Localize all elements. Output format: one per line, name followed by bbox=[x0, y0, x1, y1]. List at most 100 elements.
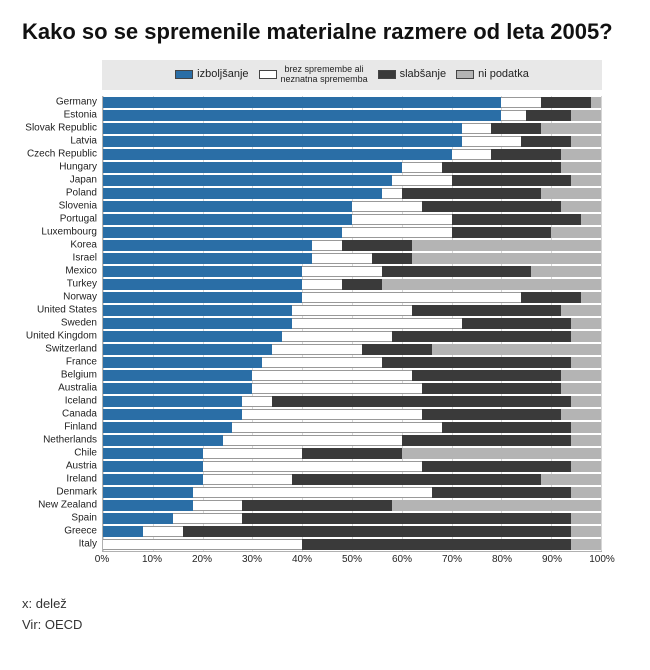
bar-segment-nodata bbox=[571, 526, 601, 537]
bar-row: Mexico bbox=[103, 265, 601, 278]
bar-segment-improve bbox=[103, 526, 143, 537]
bar-row-label: Germany bbox=[56, 97, 97, 108]
bar-segment-worsen bbox=[422, 461, 571, 472]
bar-segment-nochange bbox=[392, 175, 452, 186]
bar-segment-nodata bbox=[412, 240, 601, 251]
bar-row: New Zealand bbox=[103, 499, 601, 512]
bar-segment-nochange bbox=[223, 435, 402, 446]
bar-segment-improve bbox=[103, 279, 302, 290]
bar-row: Israel bbox=[103, 252, 601, 265]
bar-segment-nodata bbox=[561, 409, 601, 420]
bar-segment-nochange bbox=[402, 162, 442, 173]
bar-segment-improve bbox=[103, 474, 203, 485]
bar-segment-nochange bbox=[203, 461, 422, 472]
bar-segment-improve bbox=[103, 422, 232, 433]
legend-swatch bbox=[175, 70, 193, 79]
source-label: Vir: OECD bbox=[22, 617, 628, 632]
bar-segment-improve bbox=[103, 123, 462, 134]
bar-row-label: Estonia bbox=[64, 110, 97, 121]
bar-row: Australia bbox=[103, 382, 601, 395]
bar-segment-worsen bbox=[372, 253, 412, 264]
chart-area: izboljšanjebrez spremembe alineznatna sp… bbox=[102, 60, 602, 566]
bar-row: Germany bbox=[103, 96, 601, 109]
bar-segment-nodata bbox=[571, 435, 601, 446]
bar-segment-nochange bbox=[203, 474, 293, 485]
bar-segment-nodata bbox=[541, 188, 601, 199]
bar-segment-nodata bbox=[571, 357, 601, 368]
bar-row-label: Finland bbox=[64, 422, 97, 433]
bar-row: Iceland bbox=[103, 395, 601, 408]
bar-segment-improve bbox=[103, 201, 352, 212]
bar-row: Austria bbox=[103, 460, 601, 473]
bar-segment-improve bbox=[103, 305, 292, 316]
x-tick: 50% bbox=[342, 554, 362, 565]
bar-segment-nochange bbox=[203, 448, 303, 459]
bar-segment-nodata bbox=[571, 175, 601, 186]
bar-row-label: Hungary bbox=[59, 162, 97, 173]
bar-row-label: United States bbox=[37, 305, 97, 316]
bar-segment-improve bbox=[103, 331, 282, 342]
bar-segment-improve bbox=[103, 500, 193, 511]
bar-row-label: Netherlands bbox=[43, 435, 97, 446]
bar-row: Slovenia bbox=[103, 200, 601, 213]
bar-segment-improve bbox=[103, 513, 173, 524]
bar-segment-worsen bbox=[452, 175, 572, 186]
bar-row-label: Chile bbox=[74, 448, 97, 459]
bar-segment-nodata bbox=[541, 474, 601, 485]
bar-segment-worsen bbox=[342, 279, 382, 290]
bar-row: Denmark bbox=[103, 486, 601, 499]
bar-segment-nochange bbox=[292, 318, 461, 329]
bar-row-label: Australia bbox=[58, 383, 97, 394]
x-tick: 70% bbox=[442, 554, 462, 565]
x-tick: 80% bbox=[492, 554, 512, 565]
bar-segment-worsen bbox=[302, 539, 571, 550]
bar-segment-nodata bbox=[551, 227, 601, 238]
bar-row-label: Austria bbox=[66, 461, 97, 472]
bar-segment-worsen bbox=[292, 474, 541, 485]
bar-segment-nochange bbox=[193, 500, 243, 511]
bar-segment-nodata bbox=[561, 201, 601, 212]
bar-segment-nodata bbox=[571, 331, 601, 342]
bar-segment-improve bbox=[103, 435, 223, 446]
bar-segment-worsen bbox=[402, 188, 541, 199]
bar-segment-improve bbox=[103, 175, 392, 186]
bar-segment-worsen bbox=[491, 149, 561, 160]
bar-segment-improve bbox=[103, 370, 252, 381]
bar-row: Norway bbox=[103, 291, 601, 304]
bar-segment-worsen bbox=[242, 500, 391, 511]
bar-segment-nodata bbox=[591, 97, 601, 108]
bar-segment-improve bbox=[103, 357, 262, 368]
bar-segment-worsen bbox=[541, 97, 591, 108]
bar-segment-nodata bbox=[571, 487, 601, 498]
bar-row: Estonia bbox=[103, 109, 601, 122]
bar-row: Netherlands bbox=[103, 434, 601, 447]
bar-row-label: Norway bbox=[63, 292, 97, 303]
bar-segment-nodata bbox=[402, 448, 601, 459]
bar-segment-worsen bbox=[422, 409, 561, 420]
bar-segment-improve bbox=[103, 266, 302, 277]
bar-row: Ireland bbox=[103, 473, 601, 486]
bar-segment-nodata bbox=[571, 539, 601, 550]
bar-row: Greece bbox=[103, 525, 601, 538]
chart-footer: x: delež Vir: OECD bbox=[22, 596, 628, 632]
bar-segment-worsen bbox=[183, 526, 571, 537]
bar-segment-worsen bbox=[302, 448, 402, 459]
bar-segment-nodata bbox=[571, 110, 601, 121]
bar-segment-improve bbox=[103, 97, 501, 108]
bar-segment-nodata bbox=[432, 344, 601, 355]
bar-segment-worsen bbox=[462, 318, 572, 329]
bar-row-label: Czech Republic bbox=[27, 149, 97, 160]
bar-segment-nochange bbox=[302, 266, 382, 277]
chart-title: Kako so se spremenile materialne razmere… bbox=[22, 18, 628, 46]
legend-item-nochange: brez spremembe alineznatna sprememba bbox=[259, 65, 368, 84]
bar-row-label: Slovak Republic bbox=[25, 123, 97, 134]
x-tick: 60% bbox=[392, 554, 412, 565]
bar-segment-nodata bbox=[571, 318, 601, 329]
bar-segment-nochange bbox=[501, 97, 541, 108]
bar-row: Chile bbox=[103, 447, 601, 460]
legend-swatch bbox=[378, 70, 396, 79]
bar-segment-improve bbox=[103, 110, 501, 121]
bar-segment-nodata bbox=[531, 266, 601, 277]
bar-segment-worsen bbox=[402, 435, 571, 446]
bar-segment-worsen bbox=[412, 370, 561, 381]
